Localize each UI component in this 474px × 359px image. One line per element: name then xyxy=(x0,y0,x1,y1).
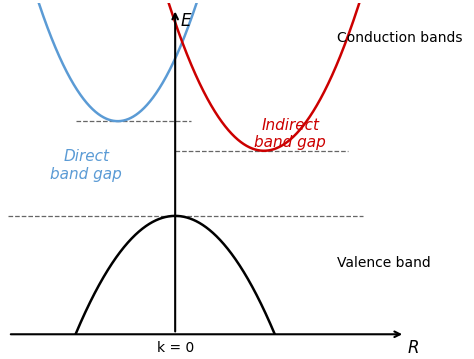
Text: R: R xyxy=(407,339,419,357)
Text: Direct
band gap: Direct band gap xyxy=(51,149,122,182)
Text: E: E xyxy=(181,11,191,30)
Text: Valence band: Valence band xyxy=(337,256,431,270)
Text: Conduction bands: Conduction bands xyxy=(337,31,463,45)
Text: Indirect
band gap: Indirect band gap xyxy=(254,118,326,150)
Text: k = 0: k = 0 xyxy=(156,341,194,355)
